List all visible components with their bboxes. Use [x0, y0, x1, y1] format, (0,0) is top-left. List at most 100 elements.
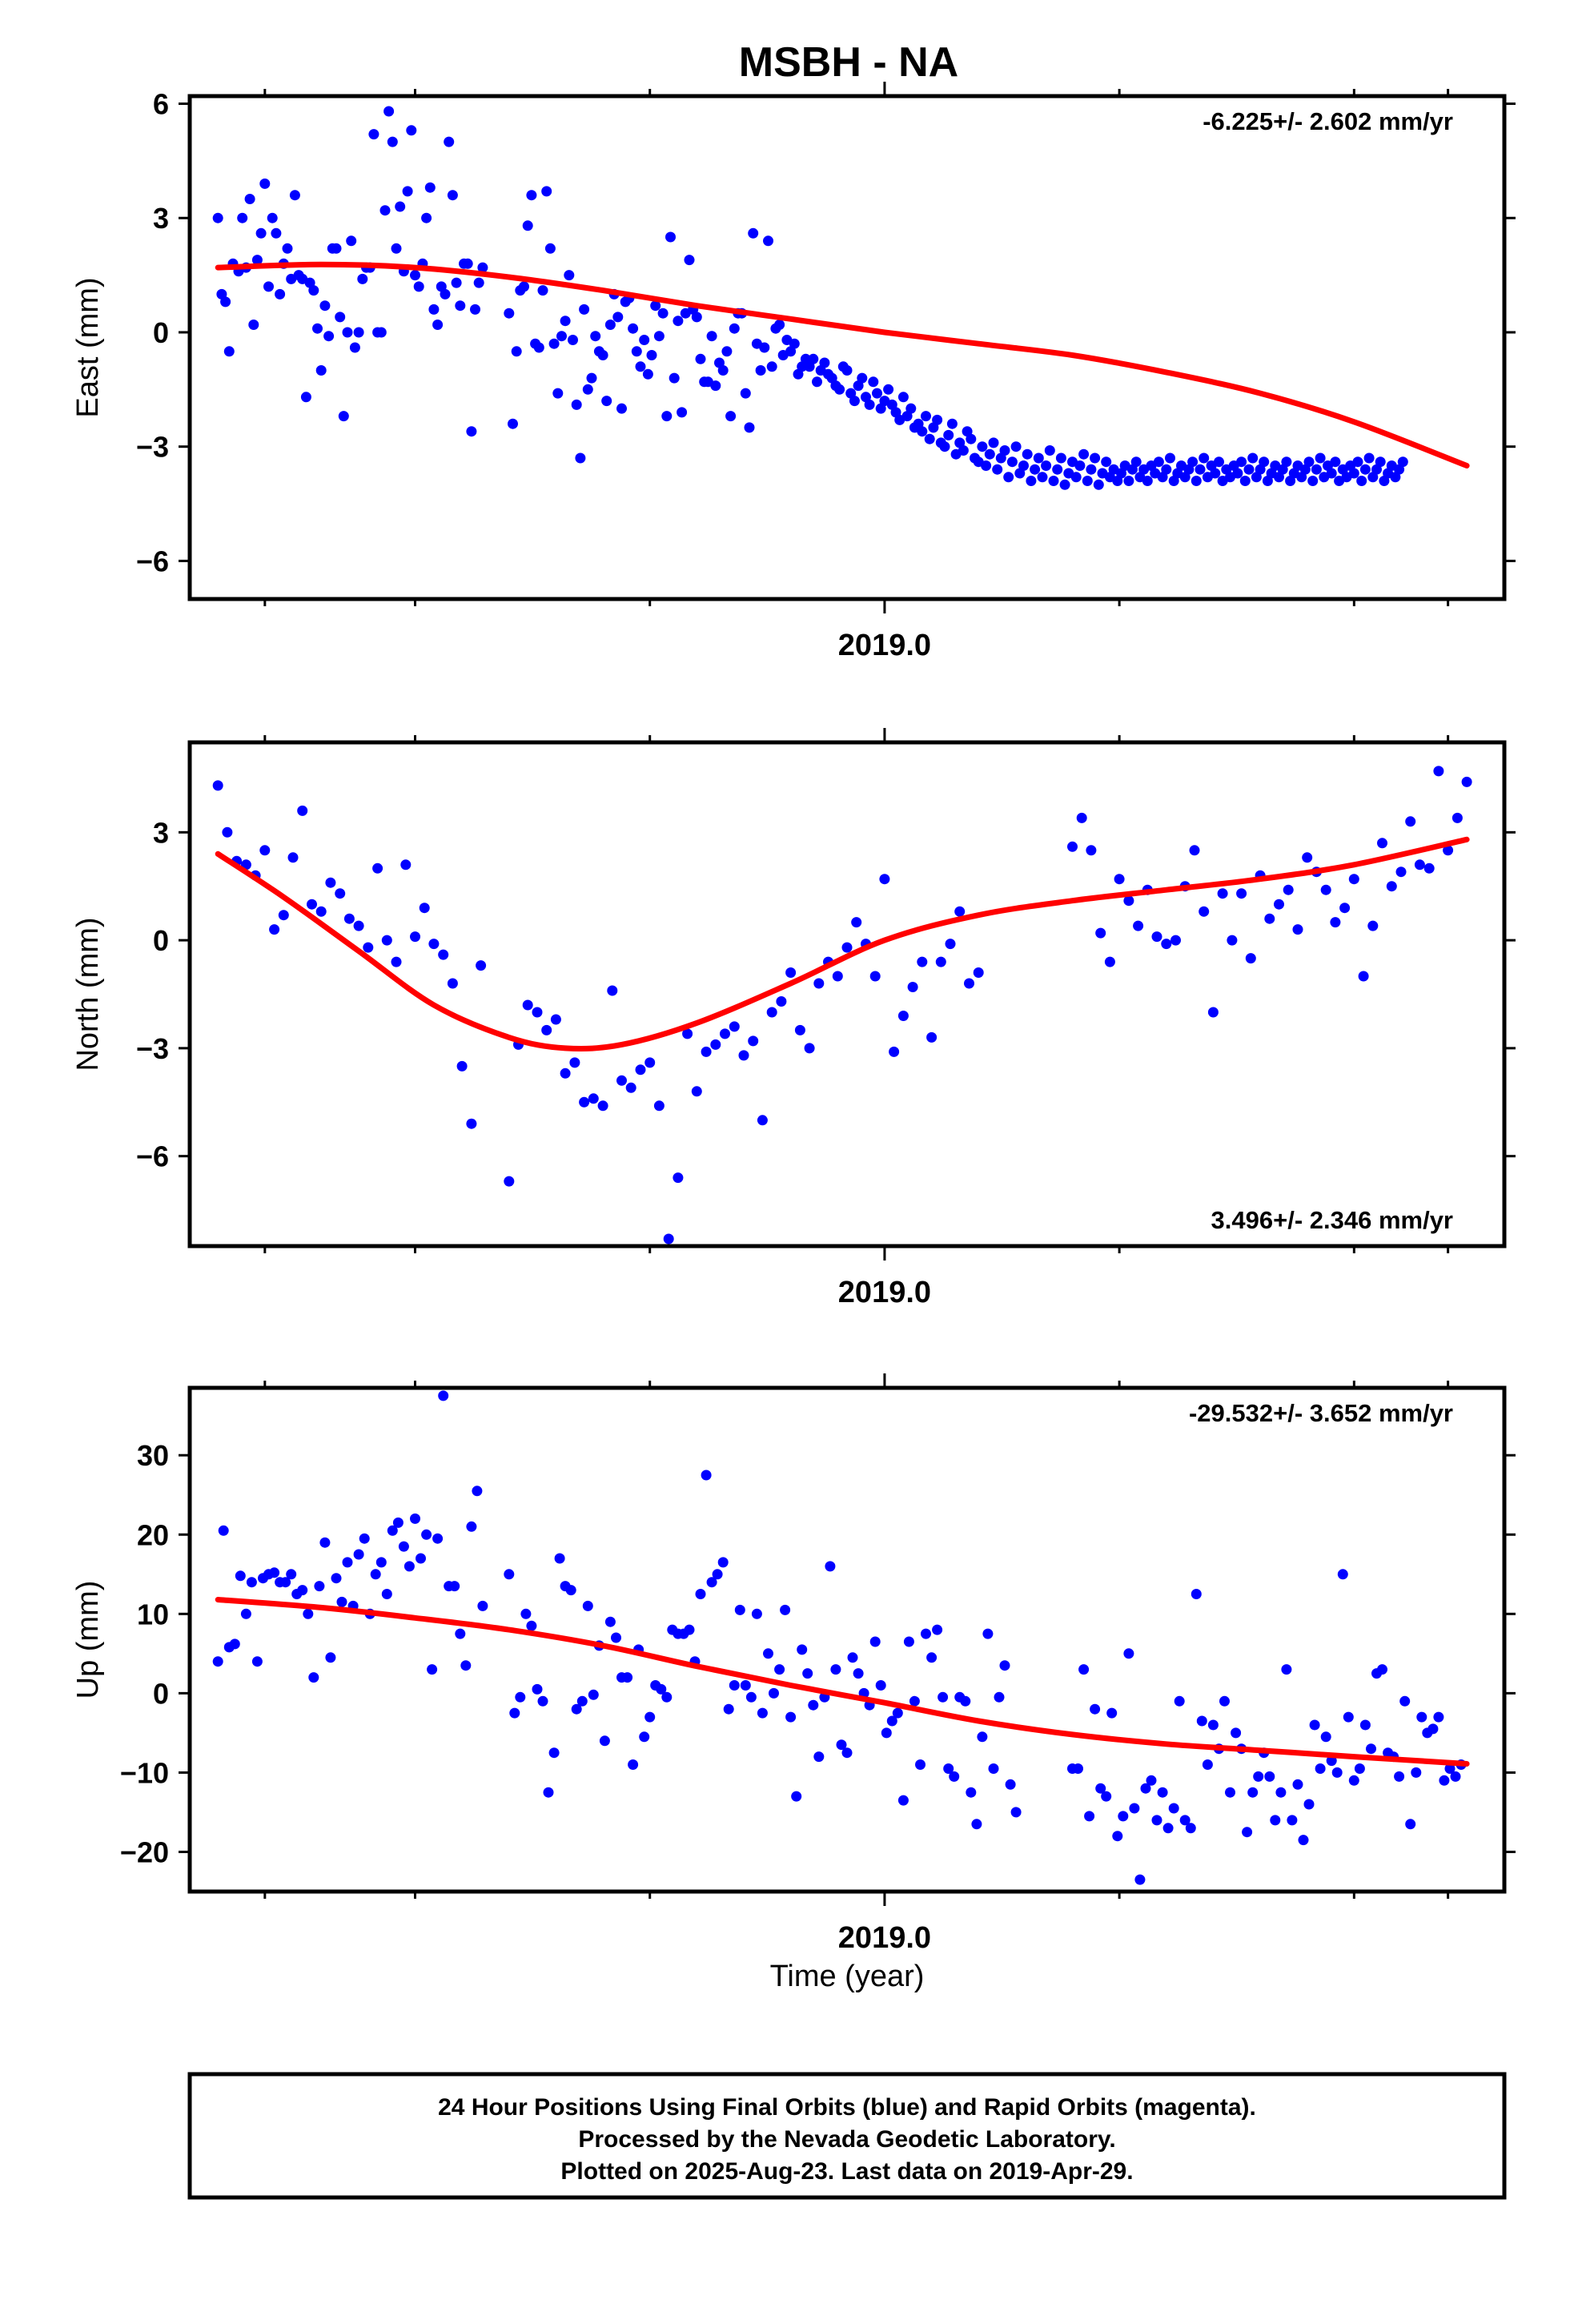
east-data-point [440, 288, 451, 300]
east-data-point [424, 182, 436, 193]
east-data-point [1214, 456, 1224, 468]
east-data-point [943, 429, 954, 440]
up-data-point [1225, 1787, 1235, 1798]
east-ytick-label: 3 [153, 202, 169, 235]
up-data-point [751, 1608, 762, 1619]
up-data-point [1196, 1715, 1207, 1727]
north-data-point [1461, 776, 1472, 787]
east-data-point [473, 277, 484, 288]
up-data-point [251, 1656, 263, 1667]
up-data-point [218, 1525, 229, 1536]
up-data-point [661, 1691, 673, 1703]
east-plot-frame [187, 94, 1507, 601]
east-data-point [1375, 456, 1386, 468]
east-data-point [650, 300, 661, 312]
north-data-point [869, 971, 881, 982]
north-data-point [804, 1043, 815, 1054]
east-data-point [864, 399, 875, 410]
east-data-point [1307, 476, 1319, 486]
up-data-point [1298, 1835, 1309, 1846]
north-data-point [1236, 888, 1247, 899]
north-data-point [466, 1118, 477, 1129]
north-data-point [1095, 927, 1106, 939]
east-data-point [1243, 464, 1255, 475]
up-data-point [813, 1751, 825, 1763]
east-data-point [932, 414, 943, 425]
north-plot-frame [187, 740, 1507, 1248]
up-data-point [599, 1735, 610, 1747]
north-data-point [1283, 884, 1294, 895]
east-data-point [1247, 452, 1259, 464]
east-data-point [849, 396, 860, 407]
up-data-point [897, 1795, 909, 1806]
north-data-point [851, 917, 862, 928]
up-data-point [1010, 1807, 1022, 1818]
east-data-point [323, 331, 335, 342]
up-data-point [537, 1695, 548, 1707]
east-data-point [451, 277, 462, 288]
up-data-point [926, 1652, 938, 1663]
east-data-point [958, 445, 969, 456]
up-data-point [375, 1557, 387, 1568]
up-data-point [1151, 1815, 1162, 1826]
east-data-point [1356, 476, 1367, 486]
north-data-point [372, 862, 383, 874]
east-data-point [924, 433, 935, 444]
up-data-point [1281, 1664, 1292, 1675]
up-data-point [1168, 1803, 1179, 1814]
up-data-point [1185, 1823, 1196, 1834]
east-data-point [552, 388, 564, 399]
up-data-point [1411, 1767, 1422, 1778]
north-data-point [1395, 866, 1407, 878]
east-data-point [338, 411, 349, 422]
up-data-point [1157, 1787, 1168, 1798]
up-data-point [745, 1691, 757, 1703]
east-data-point [661, 411, 673, 422]
east-data-point [395, 201, 406, 212]
up-data-point [1129, 1803, 1140, 1814]
up-data-point [1242, 1827, 1253, 1838]
north-data-point [1086, 845, 1097, 856]
north-data-point [522, 999, 533, 1011]
east-data-point [717, 365, 729, 376]
up-data-point [853, 1668, 864, 1679]
up-ytick-label: −10 [120, 1756, 169, 1789]
north-data-point [259, 845, 271, 856]
up-data-point [1439, 1775, 1450, 1786]
up-data-point [881, 1727, 892, 1739]
up-data-point [774, 1664, 785, 1675]
north-data-point [410, 931, 420, 943]
footer-box [187, 2072, 1507, 2200]
east-data-point [212, 212, 223, 223]
up-data-point [1134, 1874, 1146, 1885]
east-data-point [646, 350, 657, 360]
north-data-point [597, 1100, 608, 1112]
up-data-point [802, 1668, 813, 1679]
east-data-point [1390, 472, 1401, 483]
up-xtick-label: 2019.0 [838, 1921, 931, 1955]
up-data-point [949, 1771, 960, 1782]
east-data-point [368, 129, 379, 140]
up-data-point [1162, 1823, 1174, 1834]
up-data-point [1174, 1695, 1185, 1707]
east-data-point [721, 346, 733, 357]
east-data-point [568, 335, 578, 345]
north-data-point [1348, 874, 1359, 885]
east-data-point [1157, 472, 1168, 483]
east-data-point [665, 231, 676, 243]
east-data-point [508, 418, 518, 429]
east-data-point [402, 186, 413, 197]
up-data-point [416, 1553, 426, 1564]
up-data-point [246, 1577, 257, 1588]
east-data-point [706, 331, 717, 342]
north-data-point [560, 1068, 571, 1079]
up-data-point [1207, 1719, 1219, 1731]
north-data-point [579, 1096, 590, 1108]
up-data-point [656, 1683, 667, 1695]
up-data-point [477, 1600, 488, 1611]
east-data-point [564, 270, 575, 281]
east-data-point [1259, 456, 1270, 468]
panel-up: 30 20 10 0 −10 −20 2019.0 Up (mm) -29.532+/- 3.6… [71, 1373, 1516, 1955]
east-data-point [289, 190, 300, 201]
up-data-point [1394, 1771, 1405, 1782]
